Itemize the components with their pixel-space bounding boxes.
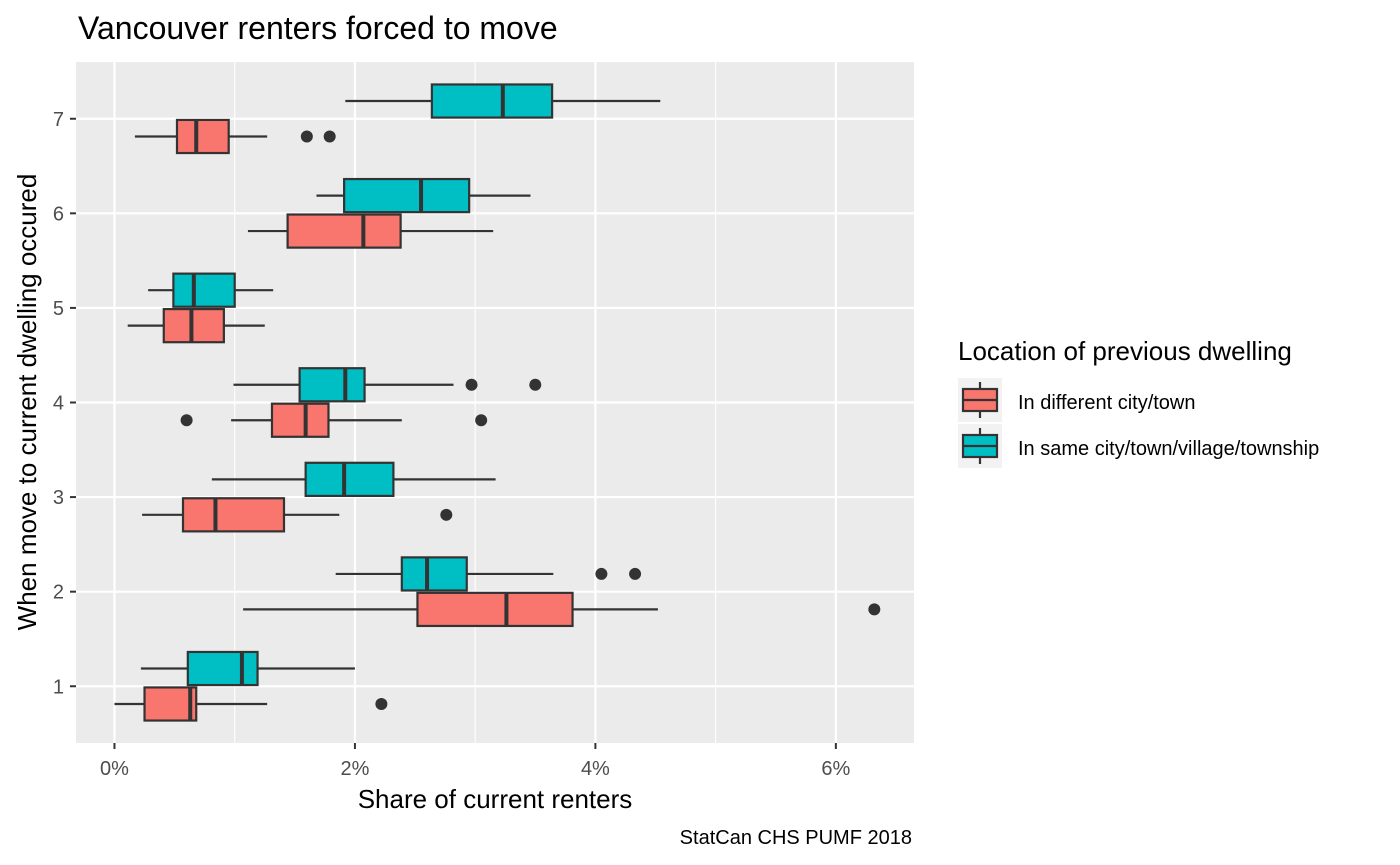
box-s0-c4-outlier-0 [180, 414, 193, 427]
legend-label-different-city: In different city/town [1018, 392, 1196, 414]
box-s0-c3-iqr [181, 497, 286, 533]
box-s1-c5-iqr [172, 272, 236, 308]
box-s0-c5-iqr [162, 307, 225, 344]
y-axis: 1 2 3 4 5 6 7 [53, 109, 76, 698]
plot-panel [76, 62, 914, 743]
box-s0-c1-iqr [143, 686, 198, 722]
box-s0-c7-iqr [175, 118, 230, 155]
y-tick-label-6: 6 [53, 203, 64, 225]
y-tick-label-3: 3 [53, 487, 64, 509]
box-s0-c2-outlier-0 [868, 603, 881, 616]
x-axis-title: Share of current renters [358, 784, 633, 814]
box-s0-c7-outlier-0 [300, 130, 313, 143]
box-s1-c1-iqr [186, 650, 259, 687]
box-s1-c4-iqr [298, 367, 366, 403]
series-0 [114, 118, 881, 722]
box-s0-c7-outlier-1 [323, 130, 336, 143]
grid-major [76, 62, 914, 743]
legend-label-same-city: In same city/town/village/township [1018, 438, 1319, 460]
legend-keys [958, 378, 1002, 468]
legend-key-1 [958, 424, 1002, 468]
y-tick-label-4: 4 [53, 393, 64, 415]
box-s1-c4-outlier-1 [529, 378, 542, 391]
boxplots [114, 83, 881, 722]
legend-title: Location of previous dwelling [958, 336, 1292, 366]
box-s1-c6-iqr [343, 177, 471, 214]
series-1 [140, 83, 661, 687]
box-s0-c6-iqr [286, 213, 402, 249]
box-s1-c4-outlier-0 [465, 378, 478, 391]
legend: Location of previous dwelling In differe… [958, 336, 1319, 468]
box-s1-c3-iqr [304, 461, 395, 498]
y-tick-label-1: 1 [53, 676, 64, 698]
y-axis-title: When move to current dwelling occured [12, 174, 42, 631]
box-s1-c2-outlier-0 [595, 567, 608, 580]
box-s1-c7-iqr [430, 83, 554, 119]
caption: StatCan CHS PUMF 2018 [680, 827, 912, 849]
box-s0-c1-outlier-0 [375, 697, 388, 710]
x-tick-label-1: 2% [340, 758, 369, 780]
box-s1-c2-iqr [400, 556, 468, 592]
box-s0-c2-iqr [416, 591, 574, 628]
legend-key-0 [958, 378, 1002, 422]
box-s0-c3-outlier-0 [440, 508, 453, 521]
x-tick-label-2: 4% [581, 758, 610, 780]
x-axis: 0% 2% 4% 6% [100, 743, 851, 780]
box-s0-c4-outlier-1 [475, 414, 488, 427]
x-tick-label-0: 0% [100, 758, 129, 780]
x-tick-label-3: 6% [821, 758, 850, 780]
box-s1-c2-outlier-1 [629, 567, 642, 580]
y-tick-label-5: 5 [53, 298, 64, 320]
y-tick-label-7: 7 [53, 109, 64, 131]
y-tick-label-2: 2 [53, 582, 64, 604]
box-s0-c4-iqr [270, 402, 330, 438]
chart-title: Vancouver renters forced to move [78, 10, 558, 46]
